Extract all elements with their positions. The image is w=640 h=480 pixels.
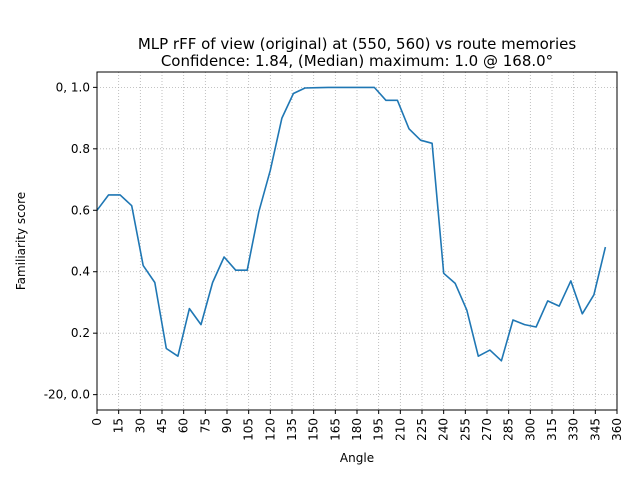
x-tick-label: 285 (502, 418, 516, 441)
chart-title-line-2: Confidence: 1.84, (Median) maximum: 1.0 … (161, 52, 553, 70)
x-axis-label: Angle (340, 451, 374, 465)
x-tick-label: 210 (393, 418, 407, 441)
x-axis: 0 15 30 45 60 75 90 105 120 135 150 165 180 195 210 225… (90, 410, 624, 441)
y-tick-label: 0.8 (71, 142, 90, 156)
x-tick-label: 15 (112, 418, 126, 433)
x-tick-label: 75 (198, 418, 212, 433)
y-tick-label: 0.6 (71, 203, 90, 217)
y-axis-label: Familiarity score (14, 192, 28, 290)
y-tick-label: 0, 1.0 (56, 80, 90, 94)
chart-title-line-1: MLP rFF of view (original) at (550, 560)… (138, 35, 577, 53)
x-tick-label: 165 (328, 418, 342, 441)
x-tick-label: 360 (610, 418, 624, 441)
y-axis: -20, 0.0 0.2 0.4 0.6 0.8 0, 1.0 (44, 80, 97, 402)
x-tick-label: 240 (437, 418, 451, 441)
x-tick-label: 180 (350, 418, 364, 441)
x-tick-label: 150 (307, 418, 321, 441)
y-tick-label: 0.4 (71, 265, 90, 279)
x-tick-label: 300 (523, 418, 537, 441)
y-tick-label: 0.2 (71, 326, 90, 340)
x-tick-label: 315 (545, 418, 559, 441)
x-tick-label: 0 (90, 418, 104, 426)
y-tick-label: -20, 0.0 (44, 388, 90, 402)
series-line (96, 86, 607, 362)
x-tick-label: 330 (567, 418, 581, 441)
x-tick-label: 345 (588, 418, 602, 441)
x-tick-label: 45 (155, 418, 169, 433)
x-tick-label: 30 (133, 418, 147, 433)
x-tick-label: 105 (242, 418, 256, 441)
x-tick-label: 120 (263, 418, 277, 441)
x-tick-label: 135 (285, 418, 299, 441)
series-layer (96, 86, 607, 362)
x-tick-label: 60 (177, 418, 191, 433)
x-tick-label: 255 (458, 418, 472, 441)
x-tick-label: 270 (480, 418, 494, 441)
x-tick-label: 195 (372, 418, 386, 441)
x-tick-label: 90 (220, 418, 234, 433)
x-tick-label: 225 (415, 418, 429, 441)
grid (96, 72, 618, 410)
